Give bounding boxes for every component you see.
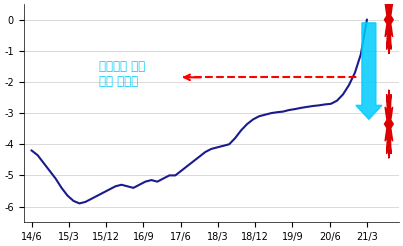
Polygon shape (384, 0, 393, 54)
Text: 지방정부 감축
목표 맞추기: 지방정부 감축 목표 맞추기 (100, 60, 145, 88)
Polygon shape (384, 90, 393, 158)
FancyArrow shape (356, 23, 382, 119)
